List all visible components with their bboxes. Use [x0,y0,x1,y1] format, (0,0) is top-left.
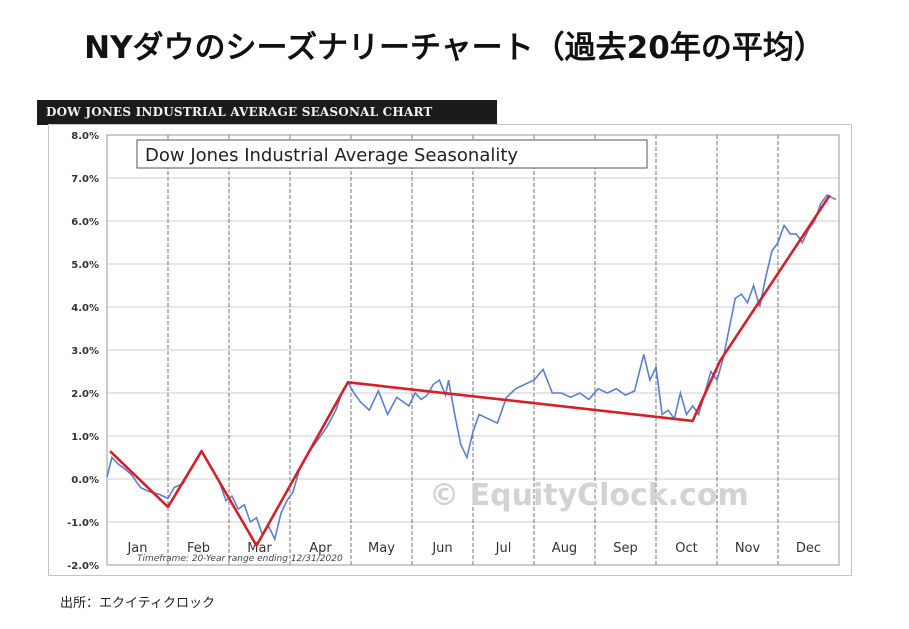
x-tick-label: Jan [126,541,147,556]
x-tick-label: Mar [247,541,272,556]
x-tick-label: Oct [675,541,697,556]
y-tick-label: -2.0% [67,561,99,572]
y-tick-label: 8.0% [71,131,99,142]
y-tick-label: 6.0% [71,217,99,228]
x-tick-label: Apr [309,541,332,556]
trend-series-line [109,194,831,547]
chart-container: © EquityClock.com -2.0% -1.0% 0.0% 1.0% 2.0%… [48,124,852,576]
page-title: NYダウのシーズナリーチャート（過去20年の平均） [84,30,825,66]
x-tick-label: Jun [431,541,452,556]
x-tick-label: Aug [552,541,577,556]
x-tick-label: Jul [495,541,512,556]
x-tick-label: Nov [735,541,761,556]
seasonality-chart: © EquityClock.com -2.0% -1.0% 0.0% 1.0% 2.0%… [67,131,840,572]
y-tick-label: 2.0% [71,389,99,400]
watermark: © EquityClock.com [429,478,749,513]
chart-banner: DOW JONES INDUSTRIAL AVERAGE SEASONAL CH… [37,100,497,125]
y-tick-label: 0.0% [71,475,99,486]
x-tick-label: Dec [796,541,821,556]
timeframe-note: Timeframe: 20-Year range ending 12/31/20… [137,554,343,564]
y-tick-labels: -2.0% -1.0% 0.0% 1.0% 2.0% 3.0% 4.0% 5.0% 6.0% 7.… [67,131,99,572]
y-tick-label: 5.0% [71,260,99,271]
x-tick-label: May [368,541,395,556]
chart-title: Dow Jones Industrial Average Seasonality [145,145,518,166]
x-tick-labels: Jan Feb Mar Apr May Jun Jul Aug Sep Oct Nov Dec [126,541,821,556]
source-note: 出所：エクイティクロック [60,596,215,611]
grid-layer [106,134,840,566]
x-tick-label: Sep [613,541,638,556]
plot-frame [106,134,840,566]
y-tick-label: 1.0% [71,432,99,443]
y-tick-label: 4.0% [71,303,99,314]
seasonal-series-line [106,194,837,542]
x-tick-label: Feb [187,541,210,556]
y-tick-label: 3.0% [71,346,99,357]
y-tick-label: 7.0% [71,174,99,185]
y-tick-label: -1.0% [67,518,99,529]
chart-title-box: Dow Jones Industrial Average Seasonality [136,139,648,169]
